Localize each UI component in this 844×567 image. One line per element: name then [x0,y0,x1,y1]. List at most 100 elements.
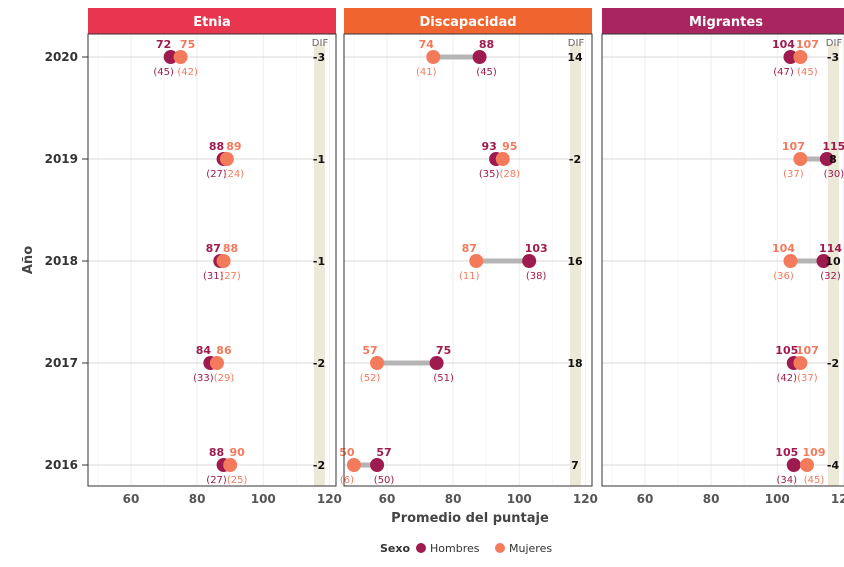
point-hombres [473,50,487,64]
count-label-mujeres: (52) [360,373,381,384]
y-tick-label: 2019 [45,152,78,166]
point-mujeres [793,356,807,370]
value-label-hombres: 114 [819,242,842,255]
value-label-hombres: 88 [209,446,224,459]
count-label-hombres: (42) [777,373,798,384]
value-label-hombres: 72 [156,38,171,51]
count-label-hombres: (34) [777,475,798,486]
value-label-mujeres: 57 [362,344,377,357]
point-mujeres [469,254,483,268]
dif-value: -2 [569,153,581,166]
x-tick-label: 80 [703,492,720,506]
panel-title: Etnia [193,15,231,30]
value-label-hombres: 88 [479,38,494,51]
dif-value: -3 [313,51,325,64]
y-tick-label: 2016 [45,458,78,472]
count-label-hombres: (45) [476,67,497,78]
value-label-hombres: 105 [775,446,798,459]
value-label-hombres: 93 [481,140,496,153]
x-tick-label: 100 [251,492,276,506]
point-hombres [370,458,384,472]
dif-value: -2 [313,459,325,472]
point-mujeres [370,356,384,370]
panel-title: Migrantes [689,15,763,30]
value-label-mujeres: 87 [462,242,477,255]
panel-title: Discapacidad [419,15,516,30]
value-label-mujeres: 107 [796,344,819,357]
dif-header: DIF [826,38,843,49]
y-axis: 2020 2019 2018 2017 2016 [45,50,88,472]
value-label-hombres: 84 [196,344,212,357]
count-label-hombres: (38) [526,271,547,282]
value-label-mujeres: 107 [796,38,819,51]
x-tick-label: 60 [379,492,396,506]
point-hombres [522,254,536,268]
point-hombres [787,458,801,472]
point-mujeres [217,254,231,268]
legend-title: Sexo [380,542,410,555]
y-tick-label: 2018 [45,254,78,268]
value-label-mujeres: 88 [223,242,238,255]
value-label-mujeres: 109 [803,446,826,459]
panel-migrantes: MigrantesDIF6080100120104107(47)(45)-311… [602,8,844,506]
dif-value: 7 [571,459,579,472]
dif-value: 8 [829,153,837,166]
value-label-mujeres: 107 [782,140,805,153]
value-label-hombres: 87 [206,242,221,255]
x-tick-label: 100 [507,492,532,506]
panel-background [344,34,592,486]
count-label-hombres: (30) [824,169,844,180]
dif-value: 14 [567,51,583,64]
point-mujeres [426,50,440,64]
dif-value: 16 [567,255,583,268]
point-mujeres [793,50,807,64]
dif-header: DIF [568,38,585,49]
x-axis-title: Promedio del puntaje [391,511,549,526]
value-label-hombres: 103 [525,242,548,255]
count-label-mujeres: (11) [459,271,480,282]
value-label-hombres: 88 [209,140,224,153]
point-mujeres [347,458,361,472]
point-mujeres [220,152,234,166]
count-label-mujeres: (42) [177,67,198,78]
dif-value: 18 [567,357,582,370]
legend-label-hombres: Hombres [430,542,480,555]
value-label-hombres: 104 [772,38,795,51]
x-tick-label: 80 [445,492,462,506]
count-label-mujeres: (28) [499,169,520,180]
count-label-mujeres: (41) [416,67,437,78]
value-label-mujeres: 50 [339,446,355,459]
x-tick-label: 60 [637,492,654,506]
dif-value: -1 [313,255,325,268]
count-label-mujeres: (45) [804,475,825,486]
point-mujeres [793,152,807,166]
value-label-mujeres: 74 [419,38,435,51]
dif-header: DIF [312,38,329,49]
count-label-mujeres: (37) [797,373,818,384]
value-label-hombres: 115 [822,140,844,153]
panel-discapacidad: Discapacidad DIF 60 80 100 120 88 74 (45) (41) 14 9… [339,8,598,506]
legend-swatch-mujeres [495,543,505,553]
count-label-hombres: (45) [153,67,174,78]
x-tick-label: 120 [831,492,844,506]
y-tick-label: 2020 [45,50,78,64]
point-mujeres [783,254,797,268]
dif-value: -2 [827,357,839,370]
x-tick-label: 100 [765,492,790,506]
value-label-mujeres: 90 [230,446,246,459]
count-label-mujeres: (24) [224,169,245,180]
value-label-mujeres: 89 [226,140,241,153]
count-label-mujeres: (45) [797,67,818,78]
count-label-hombres: (33) [193,373,214,384]
count-label-hombres: (27) [206,475,227,486]
value-label-hombres: 57 [376,446,391,459]
count-label-mujeres: (36) [773,271,794,282]
count-label-hombres: (47) [773,67,794,78]
value-label-mujeres: 75 [180,38,195,51]
dif-value: -3 [827,51,839,64]
y-axis-title: Año [21,246,36,274]
value-label-mujeres: 95 [502,140,517,153]
count-label-mujeres: (29) [214,373,235,384]
